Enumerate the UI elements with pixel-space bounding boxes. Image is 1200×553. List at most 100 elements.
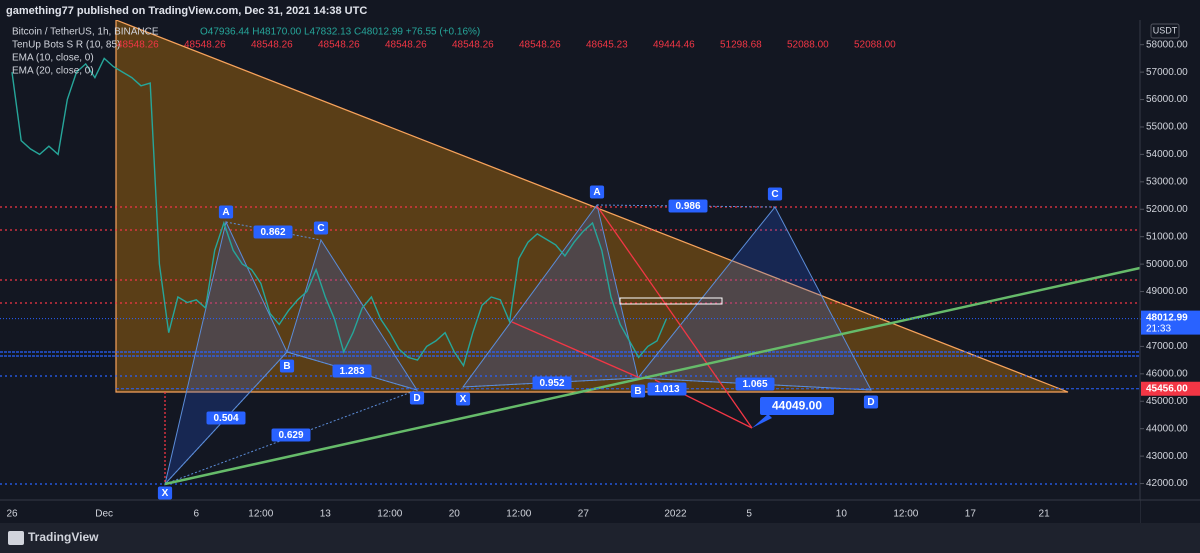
x-tick-label: Dec xyxy=(95,509,113,520)
y-tick-label: 54000.00 xyxy=(1146,149,1188,160)
y-tick-label: 47000.00 xyxy=(1146,341,1188,352)
drawing-label: D xyxy=(867,397,874,408)
plot xyxy=(0,57,1140,390)
x-tick-label: 12:00 xyxy=(248,509,273,520)
drawing-label: X xyxy=(460,394,467,405)
y-tick-label: 57000.00 xyxy=(1146,67,1188,78)
x-tick-label: 12:00 xyxy=(377,509,402,520)
indicator-value: 48548.26 xyxy=(117,40,159,51)
drawing-label: A xyxy=(593,187,600,198)
label-box xyxy=(279,359,295,373)
label-box xyxy=(532,376,572,390)
y-tick-label: 44000.00 xyxy=(1146,423,1188,434)
header: gamething77 published on TradingView.com… xyxy=(6,5,367,17)
x-tick-label: 5 xyxy=(746,509,752,520)
label-box xyxy=(647,382,687,396)
y-tick-label: 56000.00 xyxy=(1146,94,1188,105)
drawing-label: B xyxy=(634,386,641,397)
x-tick-label: 10 xyxy=(836,509,848,520)
label-box xyxy=(863,395,879,409)
header-bar xyxy=(0,0,1200,20)
drawing-label: 44049.00 xyxy=(772,399,822,413)
indicator-value: 49444.46 xyxy=(653,40,695,51)
label-box xyxy=(767,187,783,201)
drawing-label: B xyxy=(283,361,290,372)
logo-icon xyxy=(8,531,24,545)
indicator-value: 48548.26 xyxy=(251,40,293,51)
projection-line xyxy=(511,321,641,379)
level-label: 45456.00 xyxy=(1146,383,1188,394)
level-box xyxy=(1141,381,1200,396)
drawing-label: A xyxy=(222,207,229,218)
pattern-line xyxy=(164,389,418,485)
x-tick-label: 6 xyxy=(194,509,200,520)
drawing-label: 0.952 xyxy=(539,378,564,389)
label-box xyxy=(313,221,329,235)
legend-symbol: Bitcoin / TetherUS, 1h, BINANCE xyxy=(12,27,159,38)
countdown: 21:33 xyxy=(1146,323,1171,334)
indicator-value: 48548.26 xyxy=(184,40,226,51)
currency-box xyxy=(1150,23,1180,39)
triangle xyxy=(115,19,1069,393)
last-price: 48012.99 xyxy=(1146,312,1188,323)
label-box xyxy=(332,364,372,378)
label-box xyxy=(218,205,234,219)
x-tick-label: 26 xyxy=(6,509,18,520)
label-box xyxy=(455,392,471,406)
label-box xyxy=(760,397,834,415)
levels xyxy=(0,206,1140,485)
price-axis xyxy=(1140,20,1200,523)
drawing-label: 0.986 xyxy=(675,201,700,212)
drawing-label: 0.862 xyxy=(260,227,285,238)
y-tick-label: 50000.00 xyxy=(1146,259,1188,270)
label-box xyxy=(271,428,311,442)
indicator-value: 48548.26 xyxy=(385,40,427,51)
footer-logo: TradingView xyxy=(28,530,99,544)
y-tick-label: 55000.00 xyxy=(1146,122,1188,133)
label-box xyxy=(253,225,293,239)
target-pointer xyxy=(752,414,772,428)
y-tick-label: 58000.00 xyxy=(1146,39,1188,50)
label-box xyxy=(157,486,173,500)
footer-bar xyxy=(0,523,1200,553)
x-tick-label: 2022 xyxy=(664,509,687,520)
x-tick-label: 20 xyxy=(449,509,461,520)
x-tick-label: 12:00 xyxy=(893,509,918,520)
legend-ema: EMA (20, close, 0) xyxy=(12,66,94,77)
indicator-value: 48548.26 xyxy=(452,40,494,51)
label-box xyxy=(589,185,605,199)
y-tick-label: 52000.00 xyxy=(1146,204,1188,215)
x-tick-label: 21 xyxy=(1039,509,1051,520)
drawing-label: D xyxy=(413,393,420,404)
legend-ema: EMA (10, close, 0) xyxy=(12,53,94,64)
x-tick-label: 27 xyxy=(578,509,590,520)
drawing-label: C xyxy=(771,189,778,200)
indicator-value: 48645.23 xyxy=(586,40,628,51)
indicator-value: 48548.26 xyxy=(318,40,360,51)
label-box xyxy=(206,411,246,425)
y-tick-label: 43000.00 xyxy=(1146,451,1188,462)
x-tick-label: 13 xyxy=(320,509,332,520)
label-box xyxy=(668,199,708,213)
x-tick-label: 17 xyxy=(965,509,977,520)
pattern-line xyxy=(462,377,639,388)
legend-indicator: TenUp Bots S R (10, 85) xyxy=(12,40,120,51)
drawing-label: X xyxy=(162,488,169,499)
pattern-line xyxy=(286,351,418,391)
indicator-value: 52088.00 xyxy=(854,40,896,51)
time-axis xyxy=(0,500,1140,523)
y-tick-label: 42000.00 xyxy=(1146,478,1188,489)
drawing-label: C xyxy=(317,223,324,234)
y-tick-label: 51000.00 xyxy=(1146,231,1188,242)
y-tick-label: 45000.00 xyxy=(1146,396,1188,407)
drawing-label: 1.013 xyxy=(654,384,679,395)
indicator-value: 52088.00 xyxy=(787,40,829,51)
y-tick-label: 53000.00 xyxy=(1146,176,1188,187)
legend-ohlc: O47936.44 H48170.00 L47832.13 C48012.99 … xyxy=(200,27,480,38)
drawing-label: 0.629 xyxy=(278,430,303,441)
label-box xyxy=(409,391,425,405)
trend-line xyxy=(164,266,1141,486)
